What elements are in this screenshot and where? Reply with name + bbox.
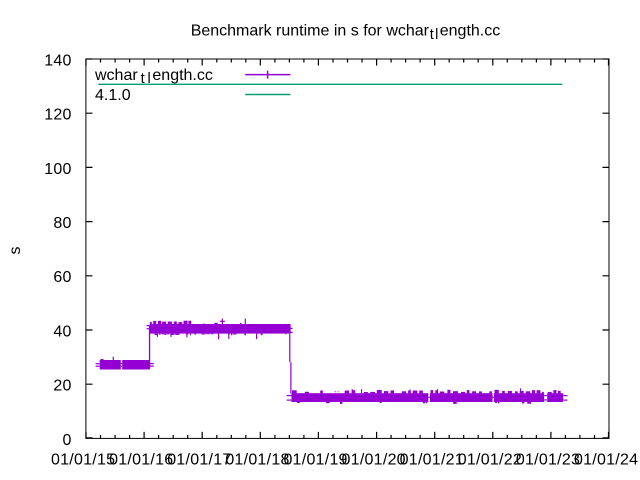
svg-text:01/01/16: 01/01/16 bbox=[109, 451, 173, 468]
svg-text:l: l bbox=[148, 71, 151, 87]
svg-text:01/01/23: 01/01/23 bbox=[516, 451, 580, 468]
svg-text:ength.cc: ength.cc bbox=[440, 22, 500, 39]
svg-text:t: t bbox=[430, 27, 434, 43]
svg-text:60: 60 bbox=[53, 269, 71, 286]
svg-text:40: 40 bbox=[53, 323, 71, 340]
svg-text:01/01/24: 01/01/24 bbox=[574, 451, 638, 468]
svg-text:120: 120 bbox=[44, 107, 71, 124]
svg-text:01/01/21: 01/01/21 bbox=[400, 451, 464, 468]
svg-text:80: 80 bbox=[53, 215, 71, 232]
svg-text:01/01/20: 01/01/20 bbox=[342, 451, 406, 468]
svg-text:01/01/18: 01/01/18 bbox=[225, 451, 289, 468]
svg-text:0: 0 bbox=[63, 432, 72, 449]
svg-text:100: 100 bbox=[44, 161, 71, 178]
svg-text:s: s bbox=[7, 247, 24, 255]
svg-text:t: t bbox=[141, 71, 145, 87]
svg-text:20: 20 bbox=[53, 378, 71, 395]
svg-text:4.1.0: 4.1.0 bbox=[95, 87, 131, 104]
svg-text:l: l bbox=[435, 27, 438, 43]
svg-text:01/01/19: 01/01/19 bbox=[283, 451, 347, 468]
svg-text:ength.cc: ength.cc bbox=[152, 67, 212, 84]
svg-text:140: 140 bbox=[44, 52, 71, 69]
svg-text:01/01/22: 01/01/22 bbox=[458, 451, 522, 468]
svg-text:01/01/15: 01/01/15 bbox=[51, 451, 115, 468]
svg-text:Benchmark runtime in s for wch: Benchmark runtime in s for wchar bbox=[191, 22, 430, 39]
svg-text:01/01/17: 01/01/17 bbox=[167, 451, 231, 468]
svg-text:wchar: wchar bbox=[94, 67, 138, 84]
